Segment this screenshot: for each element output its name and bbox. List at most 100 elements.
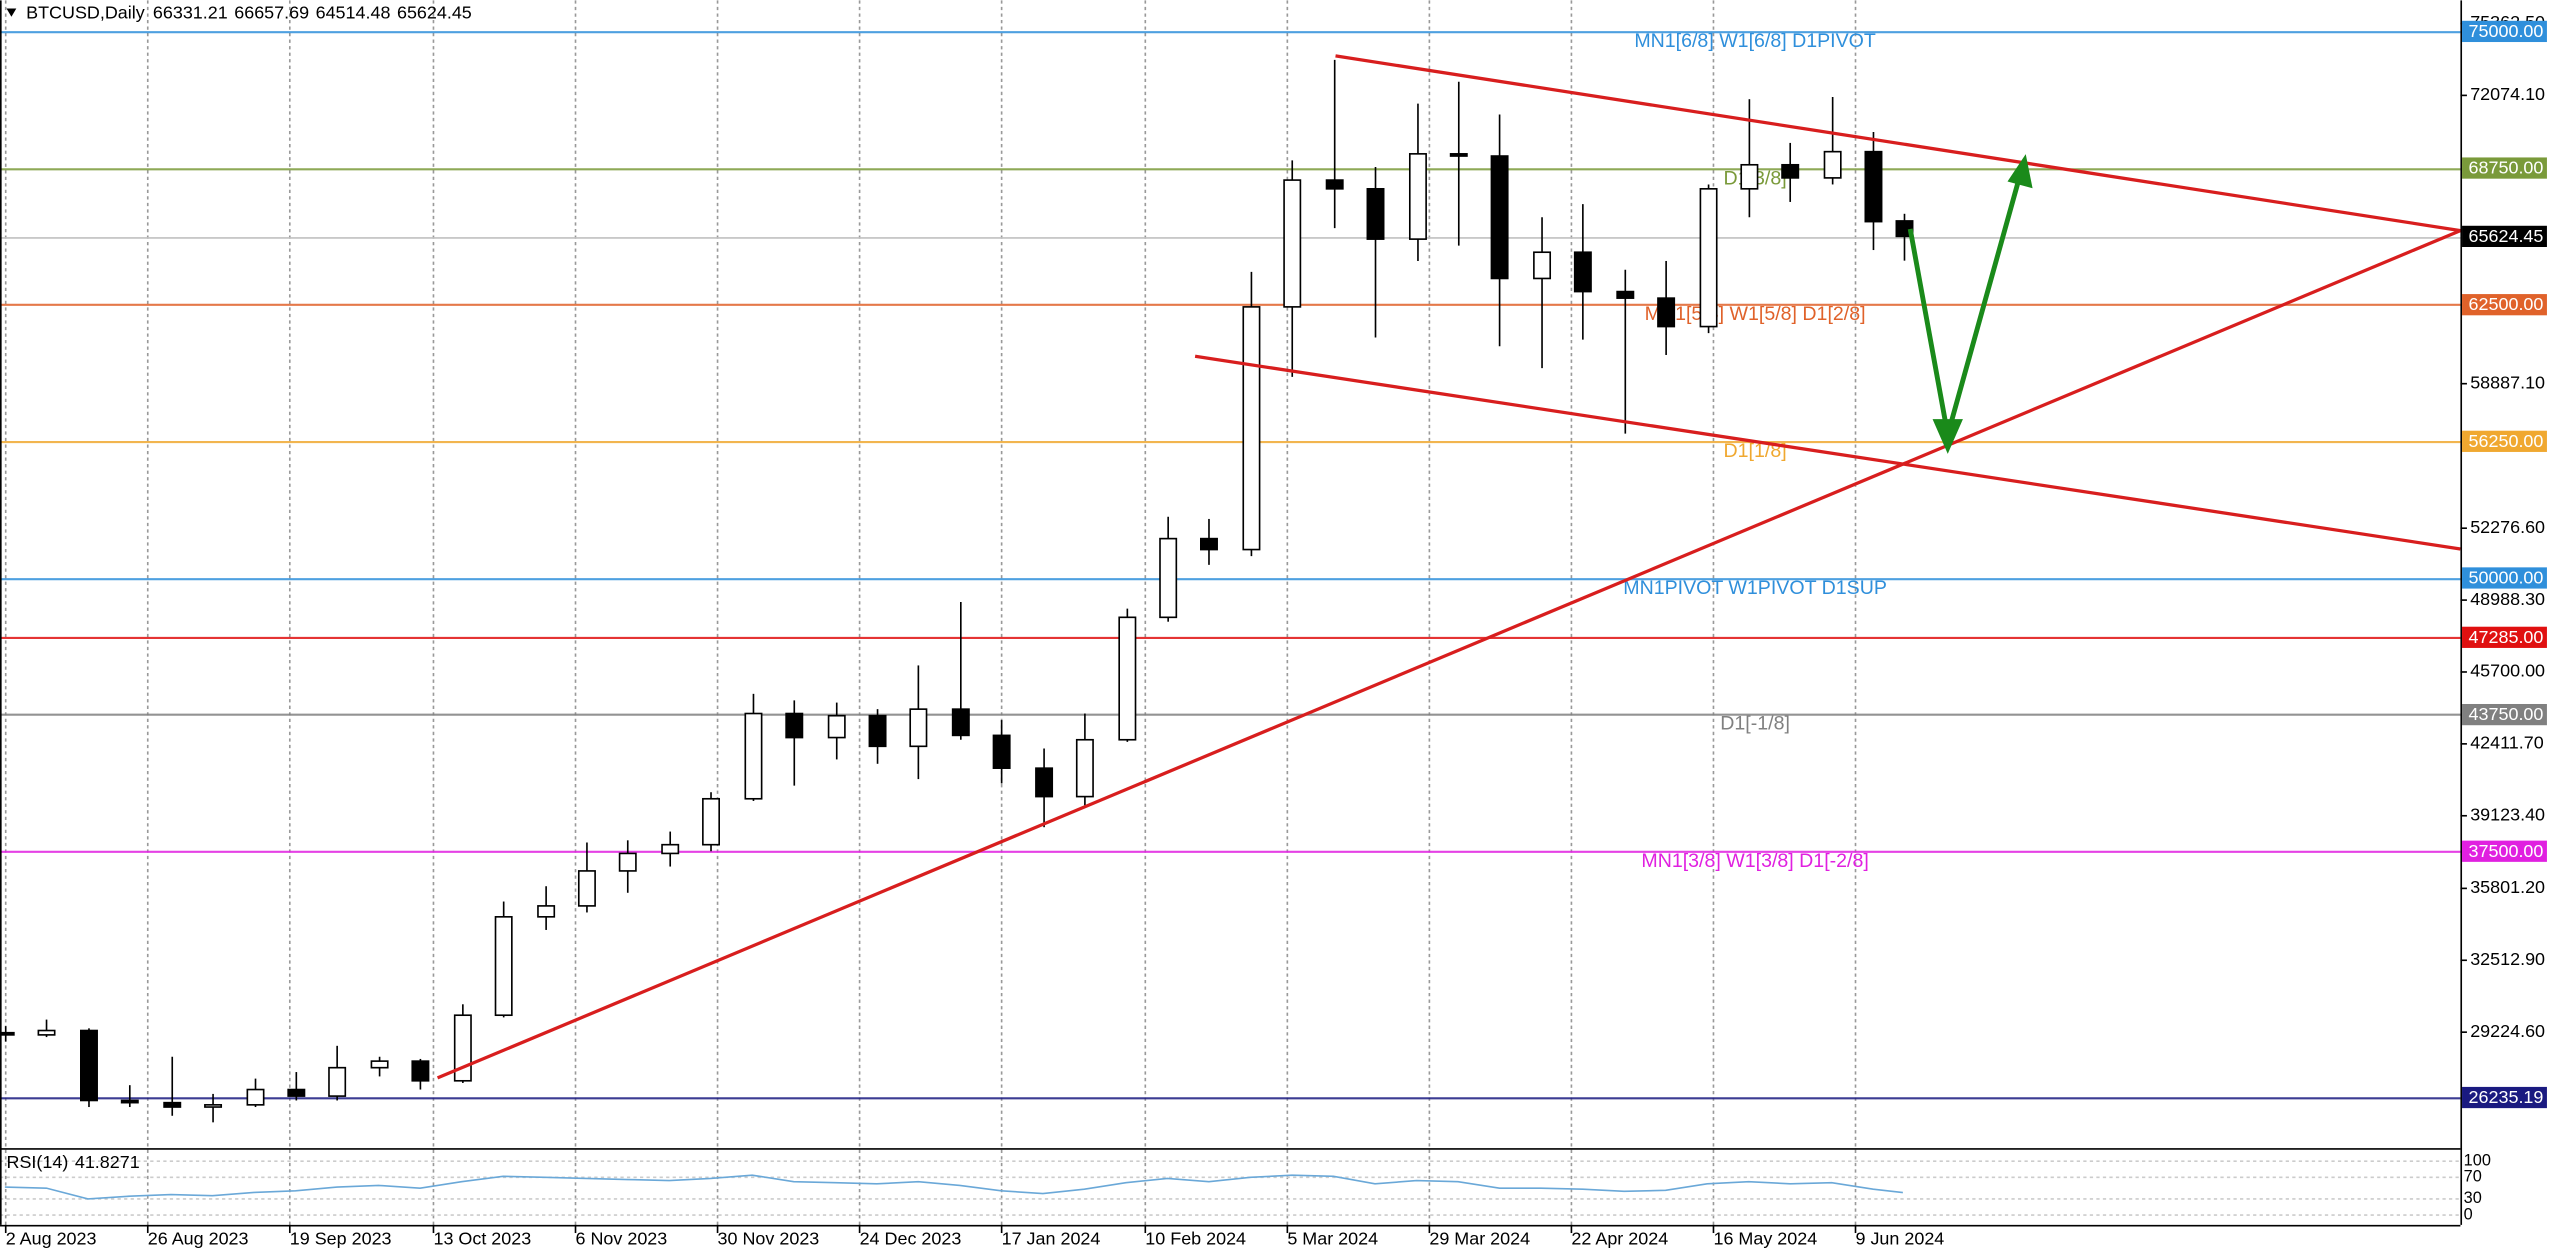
x-tick-label: 30 Nov 2023 [718,1228,820,1248]
x-tick-label: 2 Aug 2023 [6,1228,97,1248]
candle-body [1573,251,1592,293]
price-label: 65624.45 [2469,226,2544,246]
candle-body [1699,188,1718,328]
rsi-tick-label: 30 [2464,1189,2482,1207]
candle-body [537,905,556,918]
candle-body [80,1029,98,1102]
candle-body [37,1029,56,1036]
candle-body [163,1101,182,1108]
price-label: 75000.00 [2469,21,2544,41]
levels: MN1[6/8] W1[6/8] D1PIVOTD1[3/8]MN1[5/8] … [0,30,2461,1100]
y-tick-label: 32512.90 [2470,949,2545,969]
price-label-bg [2462,430,2547,452]
candle-body [785,712,804,739]
candle-body [618,852,637,872]
candle-body [744,712,763,800]
x-tick-label: 24 Dec 2023 [860,1228,962,1248]
x-tick-label: 16 May 2024 [1713,1228,1817,1248]
candle-body [951,708,970,737]
symbol: BTCUSD,Daily [26,2,145,22]
y-tick-label: 35801.20 [2470,877,2545,897]
trendline [436,229,2462,1080]
price-label: 50000.00 [2469,568,2544,588]
candle-body [1118,616,1137,741]
candle-body [1781,163,1800,179]
x-tick-label: 9 Jun 2024 [1856,1228,1945,1248]
x-tick-label: 26 Aug 2023 [148,1228,249,1248]
x-tick-label: 6 Nov 2023 [576,1228,668,1248]
candles [0,59,1914,1123]
x-tick-label: 10 Feb 2024 [1145,1228,1246,1248]
candle-body [1449,153,1468,157]
candle-body [1242,306,1261,551]
price-label: 47285.00 [2469,627,2544,647]
candle-body [1035,767,1054,798]
price-label: 43750.00 [2469,704,2544,724]
candle-body [1283,179,1302,308]
y-tick-label: 42411.70 [2470,733,2544,753]
candle-body [1366,188,1385,240]
candle-body [868,714,887,748]
candle-body [1823,150,1842,179]
y-tick-label: 45700.00 [2470,661,2545,681]
high: 66657.69 [234,2,309,22]
rsi-pane [0,1160,2461,1216]
candle-body [494,916,513,1017]
price-label-bg [2462,840,2547,862]
trendline [1194,354,2461,551]
rsi-tick-label: 100 [2464,1152,2491,1170]
price-label: 68750.00 [2469,158,2544,178]
candle-body [1325,179,1344,190]
candle-body [1490,155,1509,280]
rsi-line [4,1174,1903,1200]
y-tick-label: 72074.10 [2470,84,2545,104]
candle-body [411,1060,430,1082]
candle-body [204,1104,223,1108]
level-note: D1[-1/8] [1720,713,1790,735]
rsi-name: RSI(14) [7,1152,69,1172]
level-note: MN1[3/8] W1[3/8] D1[-2/8] [1641,850,1868,872]
trendline [1335,54,2461,233]
candle-body [1075,738,1094,798]
level-note: MN1PIVOT W1PIVOT D1SUP [1623,577,1887,599]
x-tick-label: 22 Apr 2024 [1571,1228,1668,1248]
arrow-head [2007,154,2033,189]
x-tick-label: 17 Jan 2024 [1002,1228,1101,1248]
price-label: 56250.00 [2469,431,2544,451]
price-label-bg [2462,157,2547,179]
candle-body [577,870,596,907]
candle-body [328,1066,347,1097]
price-label-bg [2462,703,2547,726]
axis: 2 Aug 2023 26 Aug 2023 19 Sep 2023 13 Oct 2… [4,12,2547,1248]
x-tick-label: 19 Sep 2023 [290,1228,392,1248]
candle-body [1200,537,1218,551]
price-label-bg [2462,626,2547,648]
rsi-value: 41.8271 [75,1152,140,1172]
y-tick-label: 48988.30 [2470,589,2545,609]
rsi-title: RSI(14) 41.8271 [7,1152,140,1172]
candle-body [1740,163,1759,190]
candle-body [0,1031,15,1036]
y-tick-label: 39123.40 [2470,804,2545,824]
arrow-head [1932,419,1963,454]
price-label-bg [2462,20,2547,43]
rsi-tick-label: 70 [2464,1168,2482,1186]
x-tick-label: 13 Oct 2023 [433,1228,531,1248]
candle-body [702,797,720,846]
x-tick-label: 29 Mar 2024 [1429,1228,1530,1248]
open: 66331.21 [153,2,228,22]
candle-body [1864,150,1883,223]
candle-body [1408,153,1427,240]
y-tick-label: 29224.60 [2470,1021,2545,1041]
close: 65624.45 [397,2,472,22]
price-label-bg [2462,294,2547,316]
candle-body [120,1099,139,1104]
low: 64514.48 [316,2,391,22]
candle-body [370,1060,389,1069]
level-note: MN1[5/8] W1[5/8] D1[2/8] [1645,303,1866,325]
forecast-arrow [1907,154,2033,454]
price-label: 37500.00 [2469,841,2544,861]
